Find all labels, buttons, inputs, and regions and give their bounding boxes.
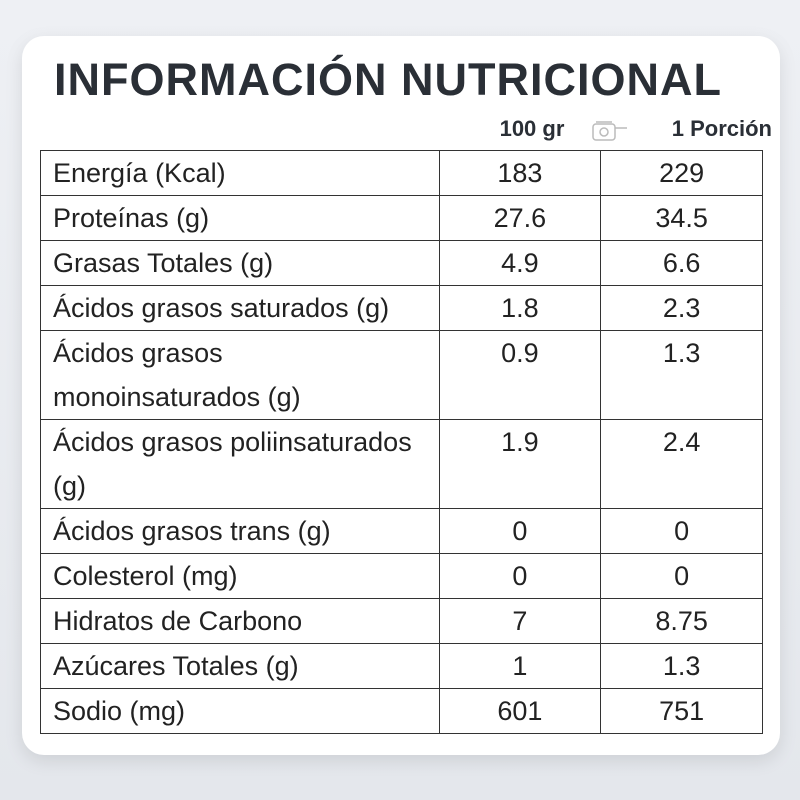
nutrient-value: 6.6 — [600, 240, 763, 286]
table-row: Hidratos de Carbono 7 8.75 — [40, 598, 763, 644]
nutrient-value: 1.8 — [438, 285, 602, 331]
nutrient-value: 2.3 — [600, 285, 763, 331]
nutrient-value: 1 — [438, 643, 602, 689]
nutrient-value: 0 — [600, 508, 763, 554]
nutrient-value: 4.9 — [438, 240, 602, 286]
nutrient-value: 27.6 — [438, 195, 602, 241]
nutrient-name: Grasas Totales (g) — [40, 240, 440, 286]
nutrient-name: Azúcares Totales (g) — [40, 643, 440, 689]
table-row: Colesterol (mg) 0 0 — [40, 553, 763, 599]
table-row: Sodio (mg) 601 751 — [40, 688, 763, 734]
nutrient-value: 8.75 — [600, 598, 763, 644]
nutrient-value: 2.4 — [600, 419, 763, 509]
nutrient-value: 0 — [438, 553, 602, 599]
table-row: Energía (Kcal) 183 229 — [40, 150, 763, 196]
nutrient-value: 0.9 — [438, 330, 602, 420]
nutrient-value: 1.3 — [600, 643, 763, 689]
column-header: 100 gr — [499, 116, 565, 141]
table-row: Ácidos grasos saturados (g) 1.8 2.3 — [40, 285, 763, 331]
nutrient-name: Ácidos grasos poliinsaturados (g) — [40, 419, 440, 509]
nutrient-name: Proteínas (g) — [40, 195, 440, 241]
nutrient-name: Ácidos grasos monoinsaturados (g) — [40, 330, 440, 420]
nutrient-value: 183 — [438, 150, 602, 196]
table-row: Ácidos grasos monoinsaturados (g) 0.9 1.3 — [40, 330, 763, 420]
nutrient-value: 34.5 — [600, 195, 763, 241]
table-row: Ácidos grasos trans (g) 0 0 — [40, 508, 763, 554]
nutrient-value: 229 — [600, 150, 763, 196]
nutrient-name: Sodio (mg) — [40, 688, 440, 734]
nutrient-value: 751 — [600, 688, 763, 734]
nutrition-table: Energía (Kcal) 183 229 Proteínas (g) 27.6 34.… — [40, 150, 763, 734]
table-row: Grasas Totales (g) 4.9 6.6 — [40, 240, 763, 286]
title: INFORMACIÓN NUTRICIONAL — [54, 54, 722, 105]
nutrient-name: Colesterol (mg) — [40, 553, 440, 599]
nutrient-value: 601 — [438, 688, 602, 734]
nutrient-name: Ácidos grasos trans (g) — [40, 508, 440, 554]
nutrient-value: 0 — [438, 508, 602, 554]
nutrient-name: Energía (Kcal) — [40, 150, 440, 196]
nutrient-value: 0 — [600, 553, 763, 599]
nutrient-value: 1.3 — [600, 330, 763, 420]
scale-icon — [592, 121, 627, 141]
table-row: Ácidos grasos poliinsaturados (g) 1.9 2.4 — [40, 419, 763, 509]
table-row: Proteínas (g) 27.6 34.5 — [40, 195, 763, 241]
column-header: 1 Porción — [671, 116, 772, 141]
nutrient-name: Ácidos grasos saturados (g) — [40, 285, 440, 331]
nutrient-value: 7 — [438, 598, 602, 644]
nutrient-name: Hidratos de Carbono — [40, 598, 440, 644]
nutrient-value: 1.9 — [438, 419, 602, 509]
nutrition-card: INFORMACIÓN NUTRICIONAL 100 gr 1 Porción… — [22, 36, 780, 755]
table-row: Azúcares Totales (g) 1 1.3 — [40, 643, 763, 689]
